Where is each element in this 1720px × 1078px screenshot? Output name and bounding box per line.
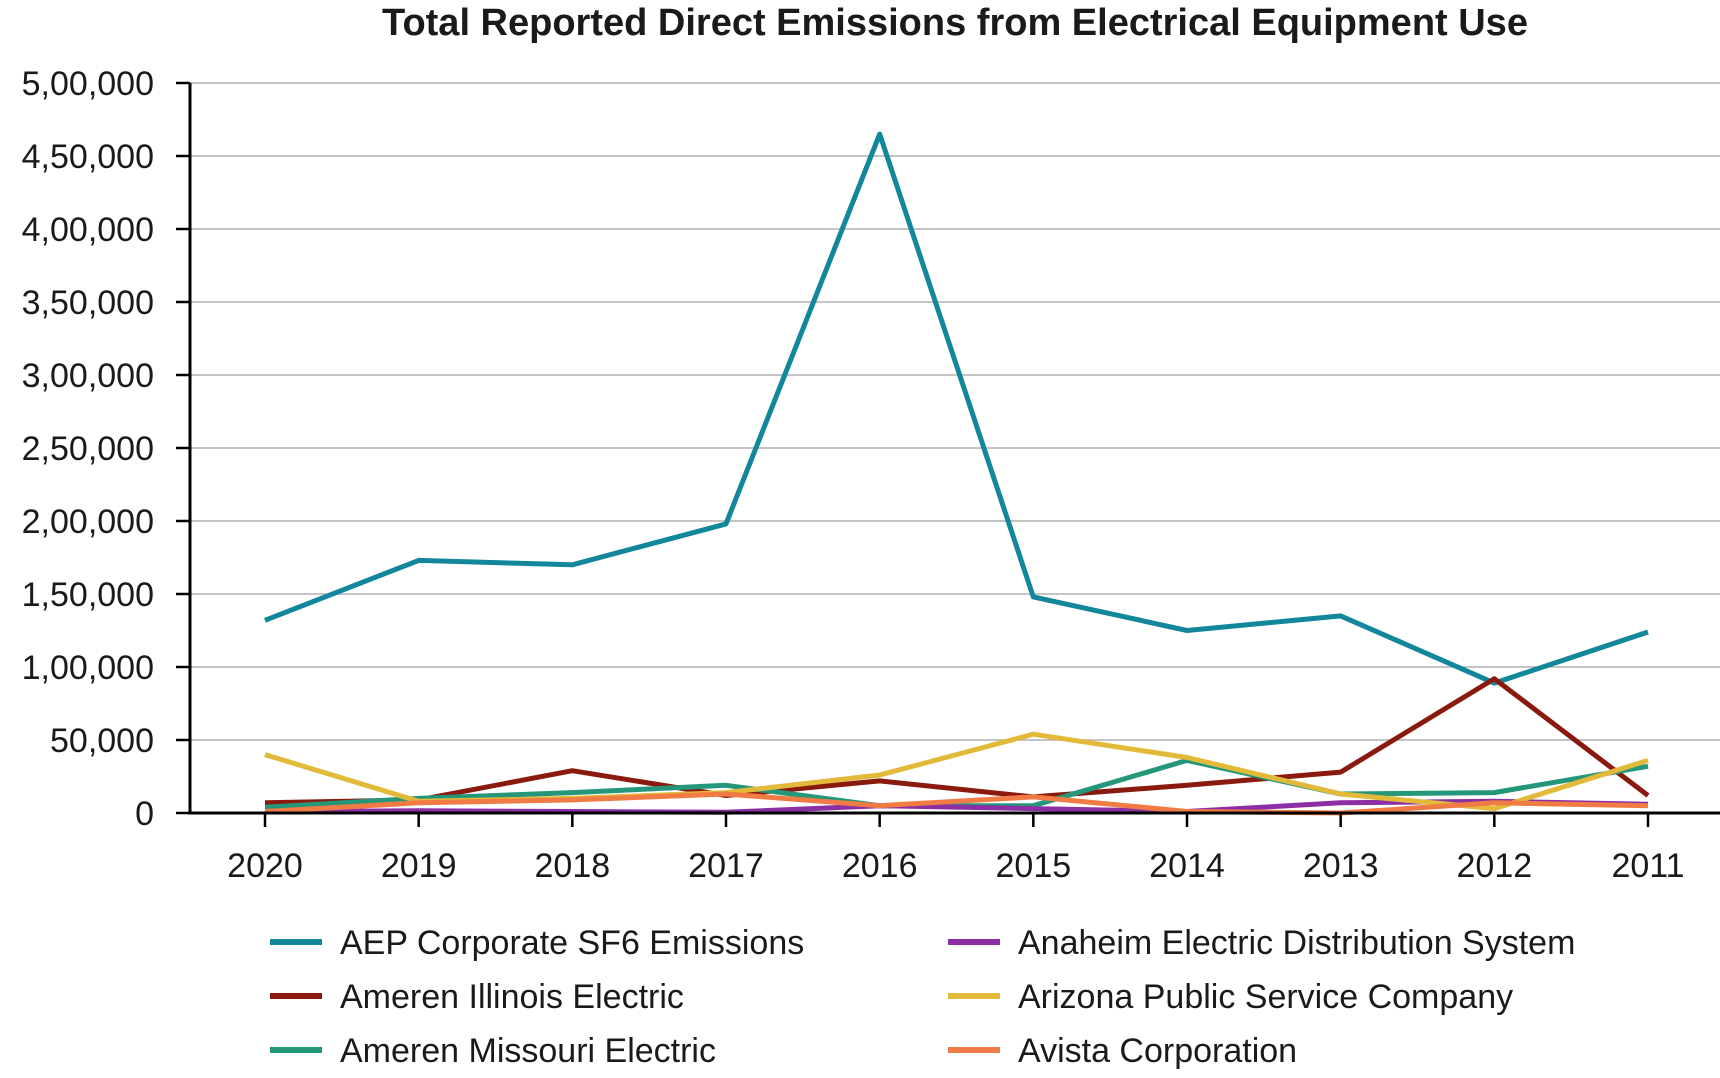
y-tick-label: 3,00,000 bbox=[22, 357, 154, 395]
x-tick-label: 2018 bbox=[535, 847, 611, 885]
series-line-6 bbox=[264, 791, 1649, 816]
chart-title: Total Reported Direct Emissions from Ele… bbox=[382, 2, 1528, 44]
x-tick-label: 2019 bbox=[381, 847, 457, 885]
x-tick-label: 2013 bbox=[1303, 847, 1379, 885]
y-axis-ticks: 0 50,000 1,00,000 1,50,000 2,00,000 2,50,000 3… bbox=[22, 65, 190, 833]
y-tick-label: 50,000 bbox=[50, 722, 154, 760]
legend-label: Arizona Public Service Company bbox=[1018, 978, 1513, 1016]
y-tick-label: 5,00,000 bbox=[22, 65, 154, 103]
series-line-2 bbox=[264, 676, 1650, 806]
x-tick-label: 2011 bbox=[1611, 847, 1684, 885]
legend-label: Ameren Illinois Electric bbox=[340, 978, 684, 1016]
x-axis-ticks: 2020 2019 2018 2017 2016 2015 2014 2013 2012 2011 bbox=[227, 813, 1685, 885]
y-tick-label: 4,50,000 bbox=[22, 138, 154, 176]
y-tick-label: 1,00,000 bbox=[22, 649, 154, 687]
x-tick-label: 2015 bbox=[996, 847, 1072, 885]
x-tick-label: 2016 bbox=[842, 847, 918, 885]
x-tick-label: 2017 bbox=[688, 847, 764, 885]
series-line-1 bbox=[264, 131, 1649, 686]
x-tick-label: 2014 bbox=[1149, 847, 1225, 885]
series-lines bbox=[264, 131, 1650, 816]
legend-label: Avista Corporation bbox=[1018, 1032, 1297, 1070]
legend-label: Anaheim Electric Distribution System bbox=[1018, 924, 1575, 962]
gridlines bbox=[190, 82, 1720, 741]
y-tick-label: 2,00,000 bbox=[22, 503, 154, 541]
y-tick-label: 4,00,000 bbox=[22, 211, 154, 249]
legend-label: AEP Corporate SF6 Emissions bbox=[340, 924, 804, 962]
legend: AEP Corporate SF6 Emissions Ameren Illino… bbox=[270, 924, 1575, 1070]
y-tick-label: 1,50,000 bbox=[22, 576, 154, 614]
y-tick-label: 2,50,000 bbox=[22, 430, 154, 468]
y-tick-label: 0 bbox=[135, 795, 154, 833]
x-tick-label: 2020 bbox=[227, 847, 303, 885]
legend-label: Ameren Missouri Electric bbox=[340, 1032, 716, 1070]
x-tick-label: 2012 bbox=[1457, 847, 1533, 885]
y-tick-label: 3,50,000 bbox=[22, 284, 154, 322]
